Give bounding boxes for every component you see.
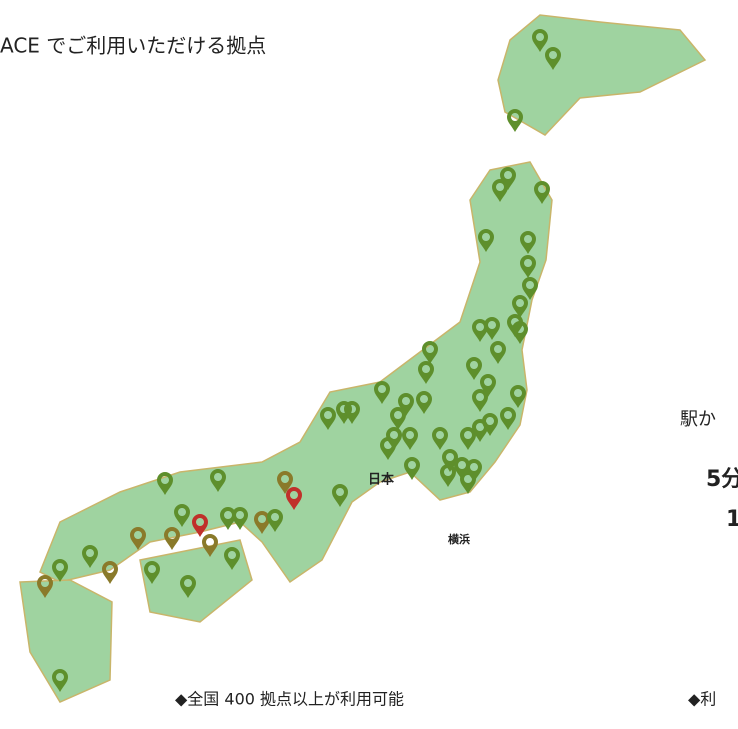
caption: ◆利 (688, 690, 716, 709)
location-pin (164, 527, 180, 550)
map-page: ACE でご利用いただける拠点 日本 横浜 駅か 5分 1 ◆全国 400 拠点… (0, 0, 738, 729)
map-label: 横浜 (448, 532, 470, 546)
caption: ◆全国 400 拠点以上が利用可能 (175, 690, 404, 709)
page: ACE でご利用いただける拠点 日本 横浜 駅か 5分 1 ◆全国 400 拠点… (0, 0, 738, 729)
location-pin (102, 561, 118, 584)
side-text: 5分 (706, 467, 738, 492)
location-pin (507, 109, 523, 132)
side-text: 駅か (680, 409, 716, 430)
kyushu (20, 580, 112, 702)
side-text: 1 (726, 507, 738, 532)
title: ACE でご利用いただける拠点 (0, 34, 266, 58)
map-label: 日本 (368, 472, 394, 488)
land (20, 15, 705, 702)
hokkaido (498, 15, 705, 135)
